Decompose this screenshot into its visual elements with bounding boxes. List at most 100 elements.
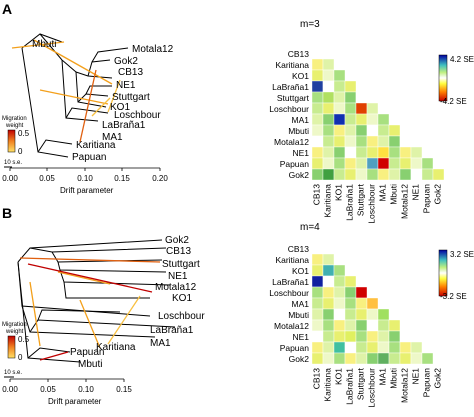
- b-heatmap-cell: [322, 330, 335, 343]
- a-heatmap-col-label: Gok2: [433, 184, 443, 205]
- panel-a-tree: [21, 33, 129, 158]
- b-heatmap-cell: [366, 352, 379, 365]
- a-heatmap-cell: [355, 135, 368, 148]
- a-heatmap-cell: [388, 124, 401, 137]
- panel-a-letter: A: [2, 1, 12, 17]
- a-tick-0: 0.00: [2, 174, 18, 183]
- b-heatmap-cell: [366, 330, 379, 343]
- a-heatmap-cell: [322, 58, 335, 71]
- a-heatmap-row-label: MA1: [292, 115, 310, 125]
- a-heatmap-cell: [421, 168, 434, 181]
- a-heatmap-cell: [355, 168, 368, 181]
- b-heatmap-cell: [366, 319, 379, 332]
- a-heatmap-cell: [344, 168, 357, 181]
- a-heatmap-cell: [311, 102, 324, 115]
- b-heatmap-cell: [311, 341, 324, 354]
- b-heatmap-cell: [399, 330, 412, 343]
- a-heatmap-cell: [333, 168, 346, 181]
- a-heatmap-cell: [322, 124, 335, 137]
- panel-b-title: m=4: [300, 222, 320, 233]
- a-tick-2: 0.10: [77, 174, 93, 183]
- a-heatmap-col-label: Loschbour: [367, 184, 377, 224]
- b-heatmap-cell: [322, 319, 335, 332]
- b-heatmap-row-label: CB13: [288, 244, 310, 254]
- a-heatmap-col-label: Stuttgart: [356, 183, 366, 216]
- a-heatmap-cell: [388, 135, 401, 148]
- a-heatmap-cell: [322, 157, 335, 170]
- a-leaf-labrana1: LaBraña1: [102, 120, 146, 131]
- b-heatmap-col-label: KO1: [334, 368, 344, 385]
- a-heatmap-cell: [333, 135, 346, 148]
- a-heatmap-cell: [377, 157, 390, 170]
- b-heatmap-cell: [344, 275, 357, 288]
- b-heatmap-cell: [322, 341, 335, 354]
- b-tick-3: 0.15: [116, 385, 132, 394]
- a-heatmap-row-label: Gok2: [289, 170, 310, 180]
- b-heatmap-row-label: Karitiana: [275, 255, 309, 265]
- b-heatmap-cell: [322, 297, 335, 310]
- b-heatmap-cell: [355, 308, 368, 321]
- a-heatmap-cell: [344, 124, 357, 137]
- b-heatmap-cell: [388, 330, 401, 343]
- b-heatmap-col-label: Karitiana: [323, 368, 333, 402]
- b-heatmap-row-label: Gok2: [289, 354, 310, 364]
- b-heatmap-cell: [344, 308, 357, 321]
- b-heatmap-cell: [344, 330, 357, 343]
- b-leaf-mbuti: Mbuti: [78, 359, 102, 370]
- a-tick-3: 0.15: [114, 174, 130, 183]
- a-heatmap-cell: [333, 91, 346, 104]
- b-heatmap-cell: [322, 253, 335, 266]
- a-heatmap-cell: [355, 124, 368, 137]
- a-leaf-papuan: Papuan: [72, 152, 106, 163]
- b-heatmap-col-label: NE1: [411, 368, 421, 385]
- a-heatmap-cell: [322, 146, 335, 159]
- a-heatmap-cell: [366, 135, 379, 148]
- a-heatmap-cell: [311, 91, 324, 104]
- b-leaf-loschbour: Loschbour: [158, 311, 205, 322]
- a-heatmap-cell: [311, 113, 324, 126]
- b-heatmap-cell: [388, 352, 401, 365]
- a-heatmap-row-label: LaBraña1: [272, 82, 309, 92]
- b-heatmap-row-label: Motala12: [274, 321, 309, 331]
- a-heatmap-row-label: KO1: [292, 71, 309, 81]
- b-heatmap-cell: [421, 352, 434, 365]
- a-axis-label: Drift parameter: [60, 186, 114, 195]
- a-heatmap-cell: [410, 168, 423, 181]
- b-heatmap-row-label: Papuan: [280, 343, 310, 353]
- b-heatmap-col-label: Loschbour: [367, 368, 377, 408]
- a-heatmap-cell: [366, 113, 379, 126]
- a-heatmap-col-label: Karitiana: [323, 184, 333, 218]
- a-mig-legend-title-2: weight: [5, 123, 24, 129]
- b-se-colorbar: [438, 249, 448, 297]
- b-heatmap-cell: [344, 352, 357, 365]
- b-mig-legend-title-1: Migration: [2, 322, 27, 328]
- a-leaf-ko1: KO1: [110, 102, 130, 113]
- a-heatmap-cell: [410, 157, 423, 170]
- b-leaf-karitiana: Karitiana: [96, 342, 136, 353]
- a-heatmap-cell: [377, 124, 390, 137]
- a-leaf-motala12: Motala12: [132, 44, 174, 55]
- b-heatmap-cell: [366, 341, 379, 354]
- a-heatmap-cell: [322, 168, 335, 181]
- b-mig-legend-bar: [7, 335, 16, 359]
- b-heatmap-cell: [355, 297, 368, 310]
- a-heatmap-col-label: Mbuti: [389, 184, 399, 205]
- a-heatmap-cell: [322, 135, 335, 148]
- a-heatmap-cell: [344, 102, 357, 115]
- b-heatmap-row-label: Loschbour: [269, 288, 309, 298]
- a-tick-1: 0.05: [39, 174, 55, 183]
- a-heatmap-cell: [355, 91, 368, 104]
- b-leaf-cb13: CB13: [166, 246, 191, 257]
- b-heatmap-cell: [377, 341, 390, 354]
- a-mig-legend-bar: [7, 129, 16, 153]
- b-heatmap-cell: [333, 319, 346, 332]
- a-heatmap-col-label: LaBraña1: [345, 184, 355, 221]
- a-leaf-gok2: Gok2: [114, 56, 138, 67]
- a-leaf-loschbour: Loschbour: [114, 110, 161, 121]
- a-heatmap-cell: [333, 157, 346, 170]
- a-heatmap-col-label: NE1: [411, 184, 421, 201]
- a-heatmap-cell: [333, 124, 346, 137]
- a-heatmap-col-label: Motala12: [400, 184, 410, 219]
- b-se-max: 3.2 SE: [450, 250, 474, 259]
- a-heatmap-cell: [322, 69, 335, 82]
